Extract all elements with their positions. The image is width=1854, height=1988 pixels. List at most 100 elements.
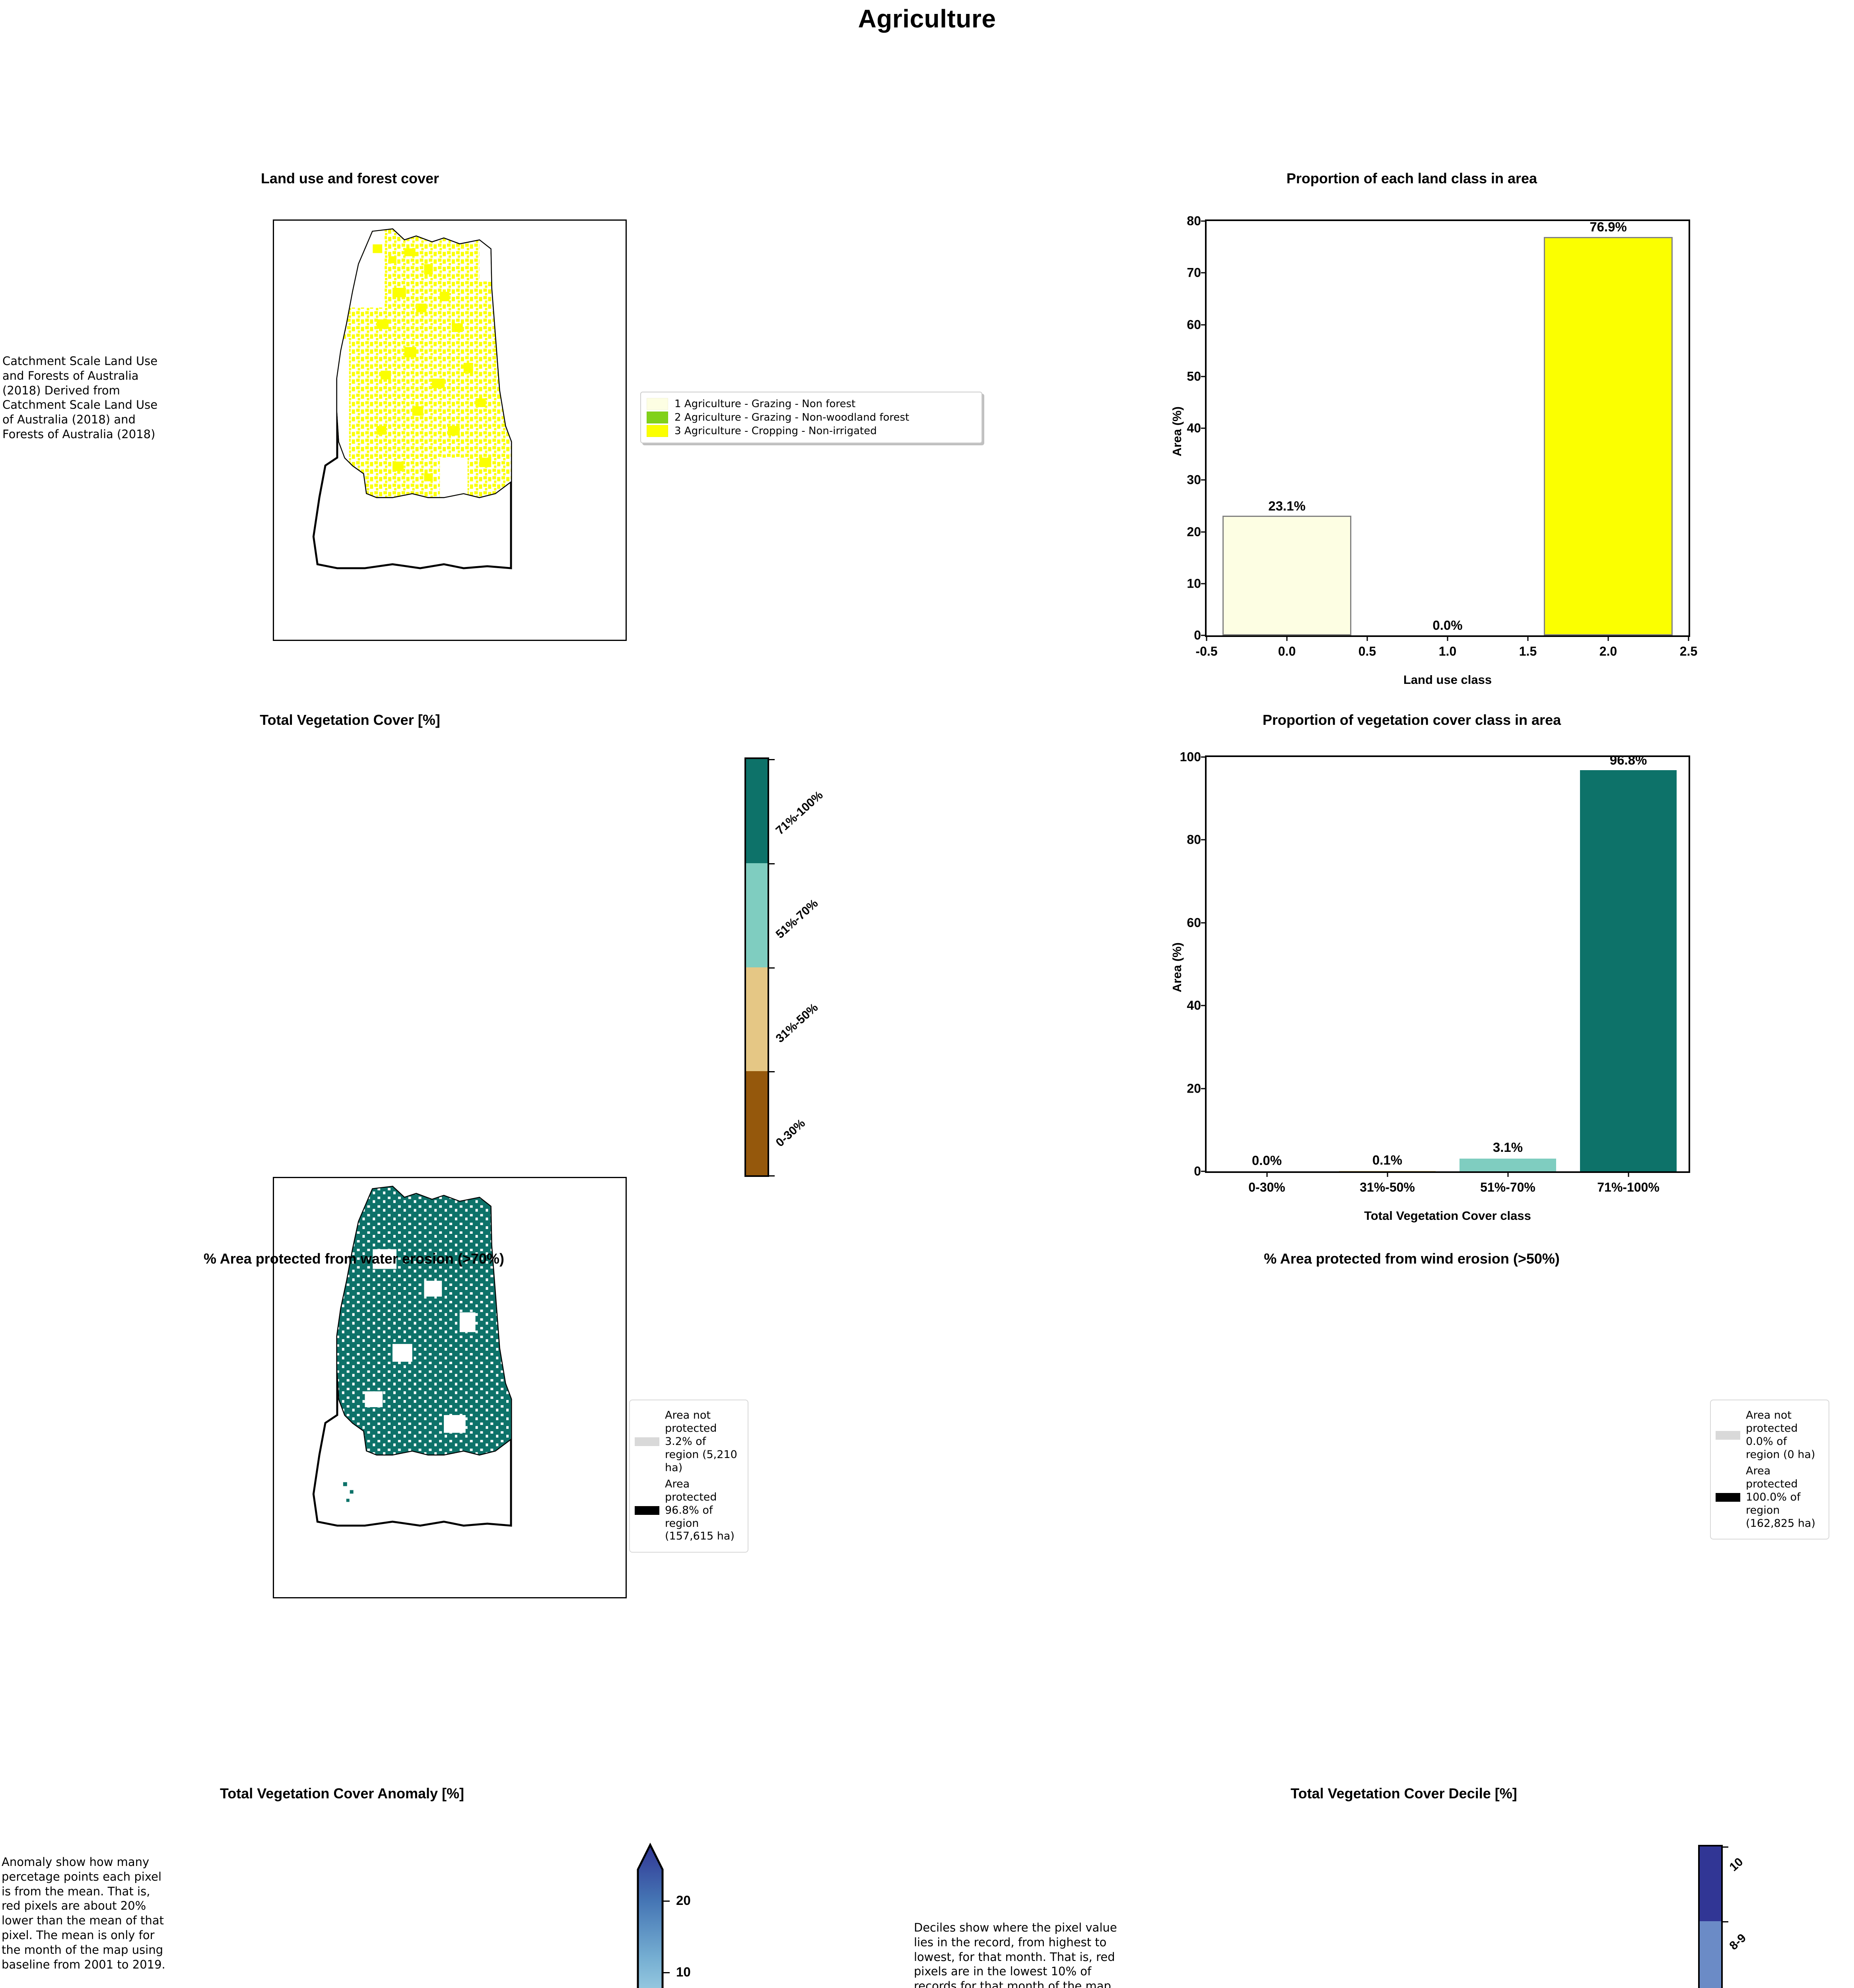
bar-landclass-0 xyxy=(1222,516,1351,635)
legend-label: Area not protected 3.2% of region (5,210… xyxy=(665,1409,737,1474)
y-tick-label: 60 xyxy=(1187,915,1201,930)
x-tick-label: 0.5 xyxy=(1358,644,1376,658)
veg-cover-map-title: Total Vegetation Cover [%] xyxy=(260,712,440,728)
wind-erosion-map-title: % Area protected from wind erosion (>50%… xyxy=(1264,1250,1560,1267)
y-tick-label: 50 xyxy=(1187,369,1201,384)
anomaly-colorbar: 20 10 0 -10 -20 xyxy=(637,1842,691,1988)
y-tick-label: 0 xyxy=(1194,1164,1201,1178)
y-tick-label: 0 xyxy=(1194,628,1201,643)
legend-swatch-icon xyxy=(647,398,668,410)
legend-swatch-icon xyxy=(647,425,668,437)
cbar-label: 51%-70% xyxy=(773,897,821,942)
land-use-map-title: Land use and forest cover xyxy=(260,170,439,186)
x-tick-label: 31%-50% xyxy=(1360,1180,1415,1194)
bar-value-label: 0.0% xyxy=(1432,617,1463,633)
x-tick-label: 1.5 xyxy=(1519,644,1537,658)
cbar-tick-label: 10 xyxy=(676,1965,691,1979)
legend-swatch-icon xyxy=(647,412,668,423)
landclass-y-axis-label: Area (%) xyxy=(1170,406,1184,456)
landclass-chart[interactable]: 80 70 60 50 40 30 20 10 0 -0.5 0.0 0.5 1… xyxy=(1153,214,1697,687)
land-use-legend: 1 Agriculture - Grazing - Non forest 2 A… xyxy=(640,392,982,443)
bar-value-label: 0.1% xyxy=(1372,1152,1403,1167)
water-erosion-map-title: % Area protected from water erosion (>70… xyxy=(204,1250,504,1267)
cbar-label: 31%-50% xyxy=(773,1001,821,1045)
y-tick-label: 60 xyxy=(1187,317,1201,332)
anomaly-explainer-note: Anomaly show how many percetage points e… xyxy=(2,1855,165,1971)
cbar-segment xyxy=(1700,1921,1721,1988)
x-tick-label: 0.0 xyxy=(1278,644,1296,658)
legend-swatch-icon xyxy=(1716,1493,1740,1502)
y-tick-label: 10 xyxy=(1187,576,1201,591)
legend-item: Area protected 100.0% of region (162,825… xyxy=(1716,1465,1824,1530)
page-title: Agriculture xyxy=(858,4,996,33)
cbar-segment xyxy=(746,759,768,863)
bar-vegclass-3 xyxy=(1580,770,1677,1171)
cbar-label: 71%-100% xyxy=(773,788,826,837)
bar-landclass-2 xyxy=(1544,237,1673,635)
legend-item: Area protected 96.8% of region (157,615 … xyxy=(635,1478,743,1543)
bar-value-label: 0.0% xyxy=(1252,1153,1282,1168)
landclass-x-axis-label: Land use class xyxy=(1403,673,1492,687)
legend-swatch-icon xyxy=(635,1506,659,1515)
vegclass-y-axis-label: Area (%) xyxy=(1170,942,1184,992)
bar-vegclass-2 xyxy=(1459,1158,1556,1171)
anomaly-colorbar-gradient xyxy=(637,1842,664,1988)
vegclass-x-axis-label: Total Vegetation Cover class xyxy=(1364,1209,1531,1223)
vegclass-chart[interactable]: 100 80 60 40 20 0 0-30% 31%-50% 51%-70% … xyxy=(1153,750,1694,1223)
water-erosion-legend: Area not protected 3.2% of region (5,210… xyxy=(629,1400,748,1553)
vegclass-plot-area: 100 80 60 40 20 0 0-30% 31%-50% 51%-70% … xyxy=(1180,750,1690,1194)
cbar-segment xyxy=(746,1071,768,1175)
y-tick-label: 80 xyxy=(1187,214,1201,228)
land-use-map[interactable] xyxy=(273,219,627,641)
anomaly-map-title: Total Vegetation Cover Anomaly [%] xyxy=(220,1785,464,1802)
y-tick-label: 40 xyxy=(1187,421,1201,435)
veg-cover-colorbar: 71%-100% 51%-70% 31%-50% 0-30% xyxy=(744,757,826,1177)
y-tick-label: 20 xyxy=(1187,1081,1201,1096)
bar-value-label: 76.9% xyxy=(1590,219,1627,235)
legend-label: 3 Agriculture - Cropping - Non-irrigated xyxy=(674,425,877,437)
decile-colorbar: 10 8-9 4-7 2-3 1 xyxy=(1698,1845,1749,1988)
legend-label: Area protected 100.0% of region (162,825… xyxy=(1746,1464,1815,1530)
x-tick-label: 71%-100% xyxy=(1597,1180,1660,1194)
cbar-label: 8-9 xyxy=(1727,1931,1749,1953)
decile-explainer-note: Deciles show where the pixel value lies … xyxy=(914,1921,1117,1988)
x-tick-label: 1.0 xyxy=(1438,644,1457,658)
decile-map-title: Total Vegetation Cover Decile [%] xyxy=(1290,1785,1517,1802)
x-tick-label: -0.5 xyxy=(1195,644,1218,658)
y-tick-label: 70 xyxy=(1187,265,1201,280)
veg-cover-map[interactable] xyxy=(273,1177,627,1598)
y-tick-label: 30 xyxy=(1187,472,1201,487)
landuse-source-note: Catchment Scale Land Use and Forests of … xyxy=(2,354,158,441)
legend-item: Area not protected 3.2% of region (5,210… xyxy=(635,1409,743,1475)
legend-label: Area protected 96.8% of region (157,615 … xyxy=(665,1477,735,1543)
wind-erosion-legend: Area not protected 0.0% of region (0 ha)… xyxy=(1710,1400,1829,1540)
x-tick-label: 0-30% xyxy=(1248,1180,1285,1194)
legend-item: Area not protected 0.0% of region (0 ha) xyxy=(1716,1409,1824,1462)
legend-item: 1 Agriculture - Grazing - Non forest xyxy=(647,398,976,410)
x-tick-label: 51%-70% xyxy=(1480,1180,1535,1194)
cbar-segment xyxy=(746,863,768,967)
y-tick-label: 40 xyxy=(1187,998,1201,1013)
legend-label: Area not protected 0.0% of region (0 ha) xyxy=(1746,1409,1815,1461)
cbar-label: 0-30% xyxy=(773,1116,808,1149)
legend-item: 3 Agriculture - Cropping - Non-irrigated xyxy=(647,425,976,437)
bar-value-label: 3.1% xyxy=(1493,1140,1523,1155)
land-use-map-canvas xyxy=(312,228,512,569)
y-tick-label: 80 xyxy=(1187,832,1201,847)
bar-value-label: 96.8% xyxy=(1609,753,1647,768)
bar-value-label: 23.1% xyxy=(1268,498,1306,513)
vegclass-chart-title: Proportion of vegetation cover class in … xyxy=(1262,712,1561,728)
legend-label: 2 Agriculture - Grazing - Non-woodland f… xyxy=(674,412,910,423)
y-tick-label: 20 xyxy=(1187,524,1201,539)
legend-item: 2 Agriculture - Grazing - Non-woodland f… xyxy=(647,412,976,423)
veg-cover-map-canvas xyxy=(312,1186,512,1527)
y-tick-label: 100 xyxy=(1180,749,1201,764)
x-tick-label: 2.0 xyxy=(1599,644,1617,658)
cbar-label: 10 xyxy=(1727,1855,1746,1874)
cbar-segment xyxy=(1700,1846,1721,1922)
cbar-tick-label: 20 xyxy=(676,1893,691,1908)
x-tick-label: 2.5 xyxy=(1679,644,1698,658)
landclass-chart-title: Proportion of each land class in area xyxy=(1286,170,1537,186)
legend-swatch-icon xyxy=(635,1437,659,1446)
legend-swatch-icon xyxy=(1716,1431,1740,1440)
